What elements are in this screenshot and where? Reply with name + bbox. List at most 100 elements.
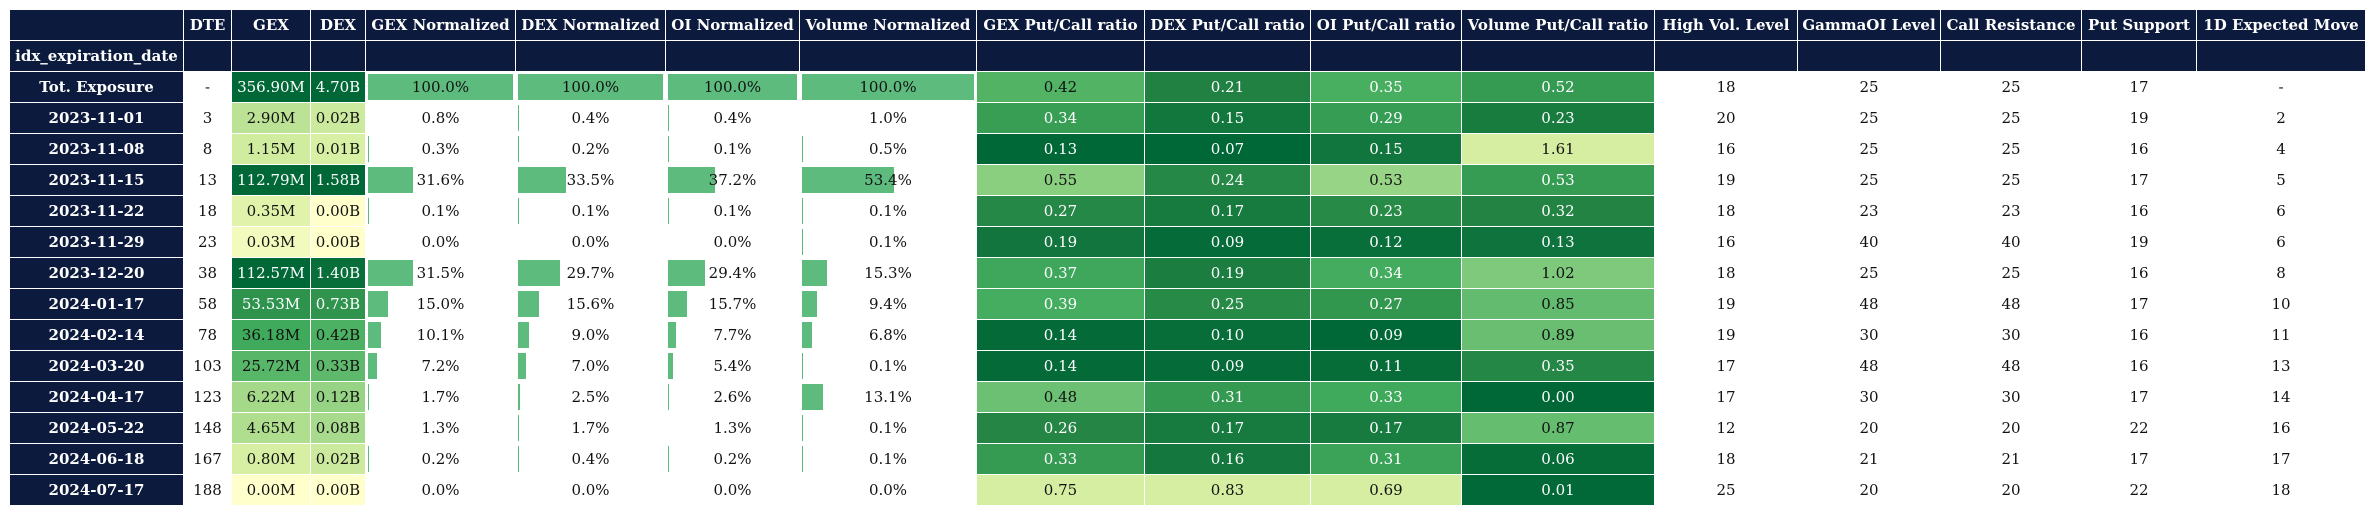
cell-dex-norm: 0.2% bbox=[515, 133, 666, 165]
bar-fill bbox=[518, 198, 519, 224]
cell-oi-norm: 0.2% bbox=[665, 443, 800, 475]
cell-oi-norm: 0.1% bbox=[665, 133, 800, 165]
cell-gex-norm: 0.8% bbox=[365, 102, 516, 134]
bar-fill bbox=[668, 167, 716, 193]
cell-dex-norm: 0.4% bbox=[515, 443, 666, 475]
cell-gex-pc: 0.26 bbox=[976, 412, 1145, 444]
cell-high-vol: 18 bbox=[1654, 195, 1798, 227]
cell-gex-norm: 31.5% bbox=[365, 257, 516, 289]
cell-put-sup: 22 bbox=[2081, 412, 2197, 444]
cell-dex-norm: 1.7% bbox=[515, 412, 666, 444]
cell-put-sup: 16 bbox=[2081, 195, 2197, 227]
bar-value: 100.0% bbox=[561, 78, 620, 96]
cell-vol-pc: 0.53 bbox=[1461, 164, 1655, 196]
cell-vol-norm: 0.1% bbox=[799, 412, 977, 444]
cell-gex-norm: 0.2% bbox=[365, 443, 516, 475]
column-header-dte: DTE bbox=[183, 9, 232, 41]
cell-gex: 0.00M bbox=[231, 474, 311, 506]
cell-gex-norm: 100.0% bbox=[365, 71, 516, 103]
bar-value: 1.7% bbox=[571, 419, 610, 437]
index-name-blank bbox=[665, 40, 800, 72]
bar-fill bbox=[668, 291, 687, 317]
index-name-blank bbox=[231, 40, 311, 72]
cell-vol-pc: 0.13 bbox=[1461, 226, 1655, 258]
cell-dex-norm: 33.5% bbox=[515, 164, 666, 196]
cell-gex-norm: 1.3% bbox=[365, 412, 516, 444]
cell-dex-pc: 0.16 bbox=[1144, 443, 1311, 475]
cell-oi-pc: 0.69 bbox=[1310, 474, 1462, 506]
cell-dex-pc: 0.83 bbox=[1144, 474, 1311, 506]
bar-fill bbox=[668, 105, 669, 131]
expiration-table-container: DTE GEX DEX GEX Normalized DEX Normalized OI … bbox=[9, 9, 2366, 506]
column-header-vol-pc: Volume Put/Call ratio bbox=[1461, 9, 1655, 41]
cell-dex: 1.58B bbox=[310, 164, 366, 196]
cell-call-res: 25 bbox=[1940, 71, 2082, 103]
bar-fill bbox=[802, 353, 803, 379]
bar-fill bbox=[368, 384, 369, 410]
cell-gex: 25.72M bbox=[231, 350, 311, 382]
cell-call-res: 30 bbox=[1940, 381, 2082, 413]
cell-oi-pc: 0.53 bbox=[1310, 164, 1462, 196]
cell-oi-norm: 37.2% bbox=[665, 164, 800, 196]
expiration-date-label: 2023-11-29 bbox=[9, 226, 184, 258]
cell-high-vol: 19 bbox=[1654, 288, 1798, 320]
column-header-gamma-oi: GammaOI Level bbox=[1797, 9, 1941, 41]
cell-oi-pc: 0.11 bbox=[1310, 350, 1462, 382]
cell-gamma-oi: 20 bbox=[1797, 474, 1941, 506]
cell-dte: - bbox=[183, 71, 232, 103]
cell-call-res: 25 bbox=[1940, 133, 2082, 165]
cell-gex: 356.90M bbox=[231, 71, 311, 103]
table-row: 2024-03-20 103 25.72M 0.33B 7.2% 7.0% 5.4% 0.1%… bbox=[9, 350, 2366, 382]
cell-gex: 112.57M bbox=[231, 257, 311, 289]
cell-gamma-oi: 25 bbox=[1797, 133, 1941, 165]
cell-put-sup: 19 bbox=[2081, 102, 2197, 134]
cell-dte: 123 bbox=[183, 381, 232, 413]
bar-value: 0.1% bbox=[571, 202, 610, 220]
bar-value: 0.0% bbox=[713, 233, 752, 251]
cell-gex-pc: 0.55 bbox=[976, 164, 1145, 196]
cell-gamma-oi: 30 bbox=[1797, 319, 1941, 351]
cell-put-sup: 17 bbox=[2081, 164, 2197, 196]
bar-value: 15.6% bbox=[566, 295, 615, 313]
index-name-blank bbox=[1797, 40, 1941, 72]
bar-fill bbox=[668, 74, 797, 100]
cell-high-vol: 25 bbox=[1654, 474, 1798, 506]
cell-gex-pc: 0.37 bbox=[976, 257, 1145, 289]
table-row: 2023-11-01 3 2.90M 0.02B 0.8% 0.4% 0.4% 1.0% 0.3… bbox=[9, 102, 2366, 134]
cell-dex: 0.02B bbox=[310, 443, 366, 475]
bar-fill bbox=[802, 167, 894, 193]
cell-exp-move: 8 bbox=[2196, 257, 2366, 289]
bar-fill bbox=[518, 415, 519, 441]
index-name-blank bbox=[2196, 40, 2366, 72]
column-header-gex: GEX bbox=[231, 9, 311, 41]
cell-exp-move: 6 bbox=[2196, 195, 2366, 227]
bar-value: 0.2% bbox=[571, 140, 610, 158]
cell-dte: 167 bbox=[183, 443, 232, 475]
bar-fill bbox=[802, 136, 803, 162]
cell-dex-norm: 0.0% bbox=[515, 474, 666, 506]
cell-put-sup: 17 bbox=[2081, 443, 2197, 475]
cell-dte: 3 bbox=[183, 102, 232, 134]
cell-vol-norm: 9.4% bbox=[799, 288, 977, 320]
cell-dex-norm: 9.0% bbox=[515, 319, 666, 351]
column-header-call-res: Call Resistance bbox=[1940, 9, 2082, 41]
cell-exp-move: 2 bbox=[2196, 102, 2366, 134]
cell-call-res: 25 bbox=[1940, 102, 2082, 134]
bar-fill bbox=[518, 446, 519, 472]
bar-value: 100.0% bbox=[411, 78, 470, 96]
bar-fill bbox=[802, 260, 827, 286]
cell-dte: 8 bbox=[183, 133, 232, 165]
cell-dex-norm: 2.5% bbox=[515, 381, 666, 413]
bar-value: 0.1% bbox=[868, 450, 908, 468]
cell-gex-norm: 10.1% bbox=[365, 319, 516, 351]
cell-vol-norm: 100.0% bbox=[799, 71, 977, 103]
cell-oi-pc: 0.17 bbox=[1310, 412, 1462, 444]
cell-put-sup: 16 bbox=[2081, 257, 2197, 289]
bar-fill bbox=[518, 291, 540, 317]
cell-dex-pc: 0.24 bbox=[1144, 164, 1311, 196]
cell-exp-move: 5 bbox=[2196, 164, 2366, 196]
bar-value: 100.0% bbox=[703, 78, 762, 96]
cell-vol-pc: 0.23 bbox=[1461, 102, 1655, 134]
cell-gex-pc: 0.48 bbox=[976, 381, 1145, 413]
bar-value: 7.2% bbox=[421, 357, 460, 375]
